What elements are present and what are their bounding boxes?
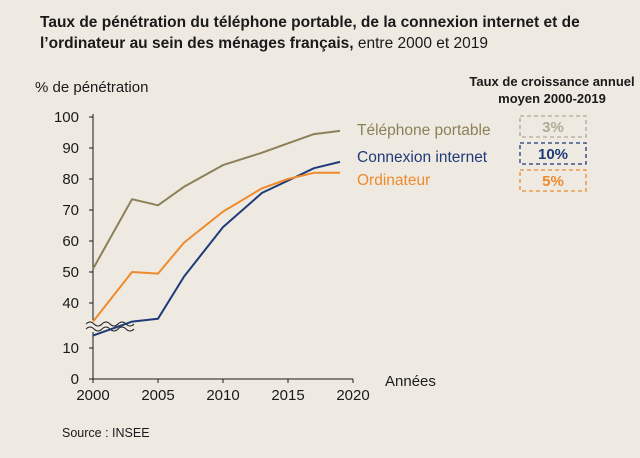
- y-tick-label-0: 0: [71, 371, 79, 388]
- growth-value-2: 10%: [538, 146, 568, 163]
- growth-box-2: [519, 142, 587, 165]
- growth-title-line-2: moyen 2000-2019: [498, 91, 606, 106]
- legend-label-3: Ordinateur: [357, 172, 430, 189]
- chart-title-bold: Taux de pénétration du téléphone portabl…: [40, 14, 580, 52]
- legend-label-2: Connexion internet: [357, 149, 488, 166]
- growth-title-line-1: Taux de croissance annuel: [469, 74, 634, 89]
- x-tick-label-2020: 2020: [336, 387, 369, 404]
- y-tick-label-70: 70: [62, 202, 79, 219]
- legend-label-1: Téléphone portable: [357, 122, 491, 139]
- source-note: Source : INSEE: [62, 426, 150, 440]
- chart-title: Taux de pénétration du téléphone portabl…: [40, 12, 630, 54]
- y-tick-label-90: 90: [62, 140, 79, 157]
- growth-box-1: [519, 115, 587, 138]
- x-axis-label: Années: [385, 373, 436, 390]
- series-line-1: [92, 129, 341, 270]
- y-tick-label-50: 50: [62, 264, 79, 281]
- growth-value-3: 5%: [542, 173, 564, 190]
- chart-title-normal: entre 2000 et 2019: [353, 35, 489, 52]
- y-tick-label-40: 40: [62, 295, 79, 312]
- y-tick-label-80: 80: [62, 171, 79, 188]
- y-tick-label-10: 10: [62, 340, 79, 357]
- series-line-2: [92, 160, 341, 337]
- series-line-3: [92, 171, 340, 323]
- x-tick-label-2005: 2005: [141, 387, 174, 404]
- y-axis-label: % de pénétration: [35, 79, 148, 96]
- x-tick-label-2000: 2000: [76, 387, 109, 404]
- x-tick-label-2010: 2010: [206, 387, 239, 404]
- growth-value-1: 3%: [542, 119, 564, 136]
- x-tick-label-2015: 2015: [271, 387, 304, 404]
- y-tick-label-60: 60: [62, 233, 79, 250]
- growth-box-3: [519, 169, 587, 192]
- y-tick-label-100: 100: [54, 109, 79, 126]
